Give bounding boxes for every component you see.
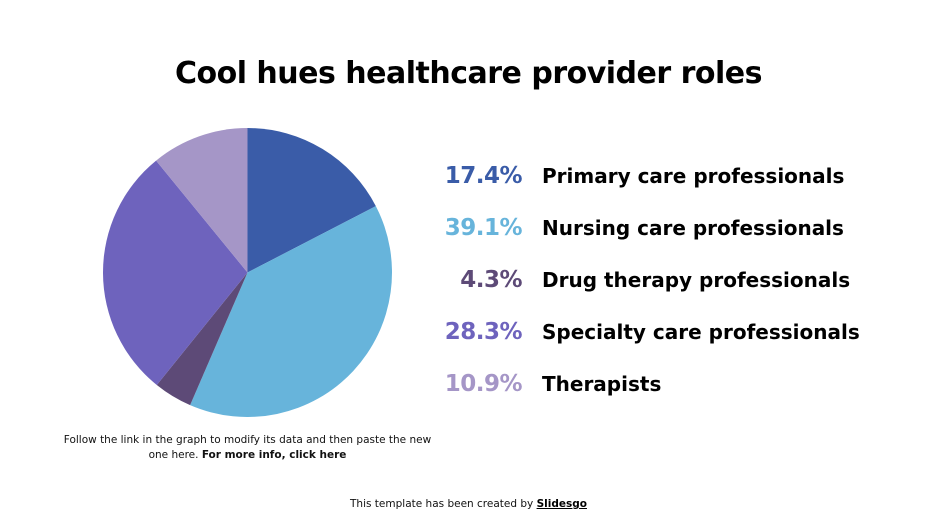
pie-slice-drug-therapy-professionals[interactable] (156, 272, 248, 406)
legend-label: Nursing care professionals (542, 216, 844, 240)
footer-text: This template has been created by (350, 498, 534, 510)
legend-pct: 4.3% (460, 267, 522, 293)
legend-label: Therapists (542, 372, 662, 396)
more-info-link[interactable]: For more info, click here (201, 449, 347, 461)
note-text: Follow the link in the graph to modify i… (63, 434, 432, 461)
pie-slice-therapists[interactable] (156, 128, 248, 273)
legend-item-drug-therapy: 4.3% Drug therapy professionals (440, 254, 900, 306)
pie-slice-nursing-care-professionals[interactable] (190, 206, 392, 417)
pie-slice-primary-care-professionals[interactable] (247, 128, 376, 273)
legend-pct: 17.4% (444, 163, 523, 189)
legend-pct: 10.9% (444, 371, 523, 397)
footer: This template has been created by Slides… (0, 498, 937, 510)
slidesgo-link[interactable]: Slidesgo (536, 498, 587, 510)
pie-chart[interactable] (103, 128, 392, 417)
pie-slice-specialty-care-professionals[interactable] (103, 160, 248, 385)
legend-label: Primary care professionals (542, 164, 845, 188)
legend-item-specialty-care: 28.3% Specialty care professionals (440, 306, 900, 358)
legend-pct: 39.1% (444, 215, 523, 241)
legend-label: Specialty care professionals (542, 320, 860, 344)
legend-item-therapists: 10.9% Therapists (440, 358, 900, 410)
legend-pct: 28.3% (444, 319, 523, 345)
legend: 17.4% Primary care professionals 39.1% N… (440, 150, 900, 410)
legend-item-nursing-care: 39.1% Nursing care professionals (440, 202, 900, 254)
legend-label: Drug therapy professionals (542, 268, 851, 292)
chart-note: Follow the link in the graph to modify i… (60, 433, 435, 463)
legend-item-primary-care: 17.4% Primary care professionals (440, 150, 900, 202)
slide-title: Cool hues healthcare provider roles (174, 56, 763, 91)
